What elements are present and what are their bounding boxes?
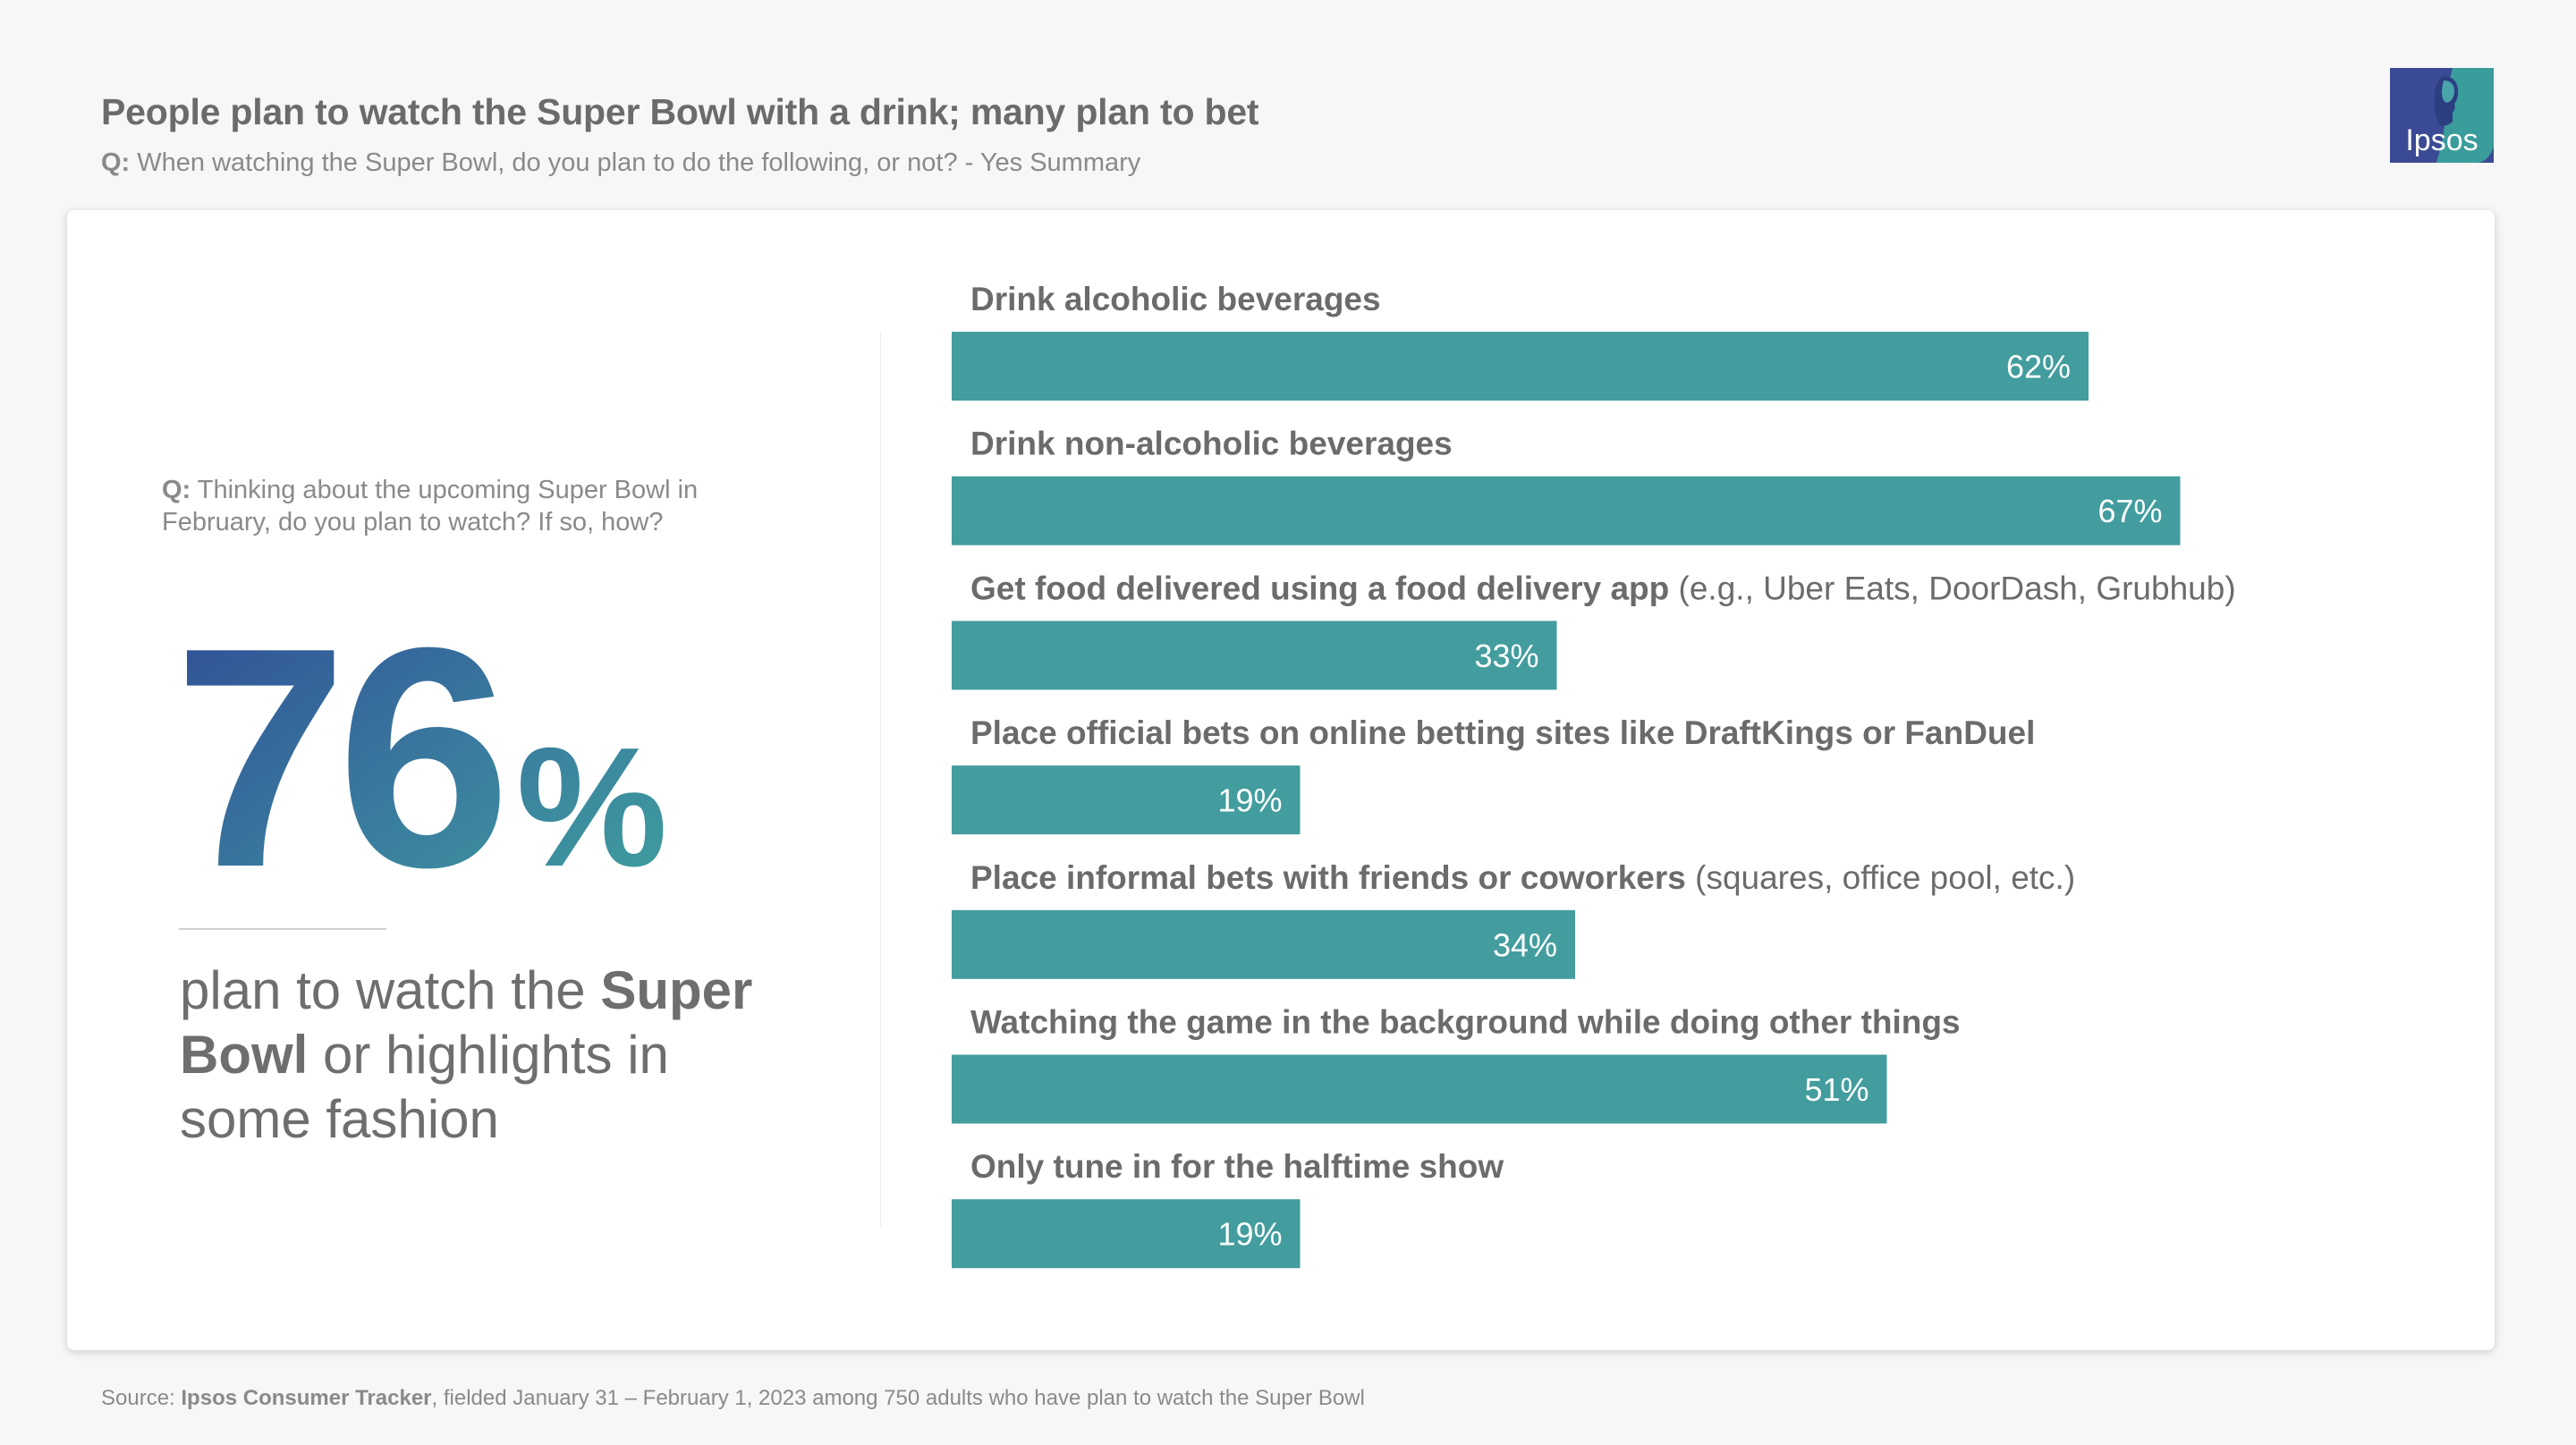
page-subtitle: Q: When watching the Super Bowl, do you …: [101, 148, 1140, 178]
bar-category-label: Drink non-alcoholic beverages: [970, 426, 1453, 462]
bar-category-label: Drink alcoholic beverages: [970, 281, 1381, 317]
bar-value-label: 33%: [1474, 638, 1538, 674]
source-name: Ipsos Consumer Tracker: [181, 1386, 432, 1410]
big-stat: 76%: [174, 606, 674, 892]
source-note: Source: Ipsos Consumer Tracker, fielded …: [101, 1386, 1365, 1411]
bar-value-label: 19%: [1217, 782, 1282, 819]
caption-bold: Super Bowl: [180, 960, 753, 1085]
bar-category-label: Place informal bets with friends or cowo…: [970, 859, 2075, 896]
page-title: People plan to watch the Super Bowl with…: [101, 91, 1259, 132]
bar: [952, 476, 2181, 545]
bar-category-label: Get food delivered using a food delivery…: [970, 570, 2236, 606]
bar: [952, 621, 1557, 690]
bar-category-label: Place official bets on online betting si…: [970, 714, 2035, 751]
bar: [952, 1054, 1887, 1124]
source-detail: , fielded January 31 – February 1, 2023 …: [431, 1386, 1365, 1410]
stat-number: 76: [174, 606, 504, 892]
bar: [952, 765, 1301, 835]
question-text: When watching the Super Bowl, do you pla…: [137, 148, 1141, 177]
stat-unit: %: [516, 713, 663, 892]
logo-text: Ipsos: [2405, 123, 2478, 157]
panel-divider: [880, 333, 881, 1227]
bar-value-label: 51%: [1804, 1071, 1868, 1108]
bar-value-label: 62%: [2006, 349, 2071, 385]
stat-rule: [179, 928, 386, 930]
bar: [952, 332, 2089, 401]
bar: [952, 1199, 1301, 1269]
left-question: Q: Thinking about the upcoming Super Bow…: [162, 474, 770, 538]
caption-part: or highlights in some fashion: [180, 1025, 669, 1149]
bar-value-label: 19%: [1217, 1216, 1282, 1253]
bar-category-label: Watching the game in the background whil…: [970, 1004, 1961, 1041]
question-prefix: Q:: [101, 148, 131, 177]
bar-category-label: Only tune in for the halftime show: [970, 1148, 1504, 1185]
caption-part: plan to watch the: [180, 960, 601, 1020]
bar-value-label: 34%: [1493, 926, 1557, 963]
ipsos-logo-icon: Ipsos: [2390, 68, 2494, 163]
bar: [952, 909, 1575, 979]
left-question-text: Thinking about the upcoming Super Bowl i…: [162, 476, 699, 537]
bar-value-label: 67%: [2097, 493, 2162, 529]
stat-caption: plan to watch the Super Bowl or highligh…: [180, 959, 806, 1152]
svg-text:76%: 76%: [174, 606, 663, 892]
left-question-prefix: Q:: [162, 476, 191, 504]
source-prefix: Source:: [101, 1386, 182, 1410]
